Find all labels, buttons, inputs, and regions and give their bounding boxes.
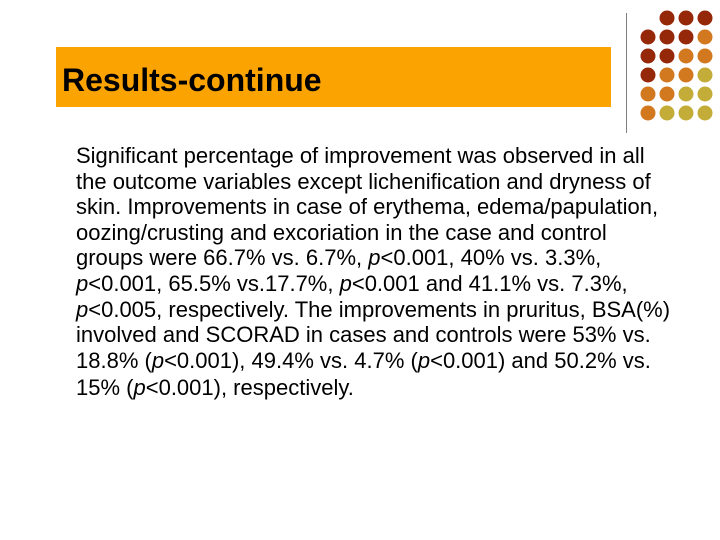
decorative-dot [640, 67, 656, 83]
decorative-dot [697, 67, 713, 83]
body-text-run: <0.001, 40% vs. 3.3%, [380, 245, 602, 271]
divider-line [626, 13, 627, 133]
p-value-symbol: p [76, 296, 89, 322]
decorative-dot-grid [640, 10, 713, 121]
decorative-dot [697, 29, 713, 45]
decorative-dot [678, 48, 694, 64]
p-value-symbol: p [339, 270, 352, 296]
body-text-run: <0.001), respectively. [145, 375, 354, 401]
body-text-run: Significant percentage of improvement wa… [76, 143, 659, 271]
decorative-dot [659, 105, 675, 121]
body-text-run: <0.001, 65.5% vs.17.7%, [88, 270, 340, 296]
decorative-dot [697, 86, 713, 102]
decorative-dot [697, 10, 713, 26]
decorative-dot [659, 48, 675, 64]
decorative-dot [697, 48, 713, 64]
body-paragraph-tail: 15% (p<0.001), respectively. [76, 375, 676, 401]
decorative-dot [659, 86, 675, 102]
decorative-dot [697, 105, 713, 121]
body-text-run: <0.005, respectively. The improvements i… [76, 296, 671, 373]
decorative-dot [678, 86, 694, 102]
p-value-symbol: p [151, 347, 165, 373]
decorative-dot [678, 105, 694, 121]
decorative-dot [659, 29, 675, 45]
slide-title: Results-continue [62, 62, 322, 98]
p-value-symbol: p [368, 245, 381, 271]
decorative-dot [640, 86, 656, 102]
decorative-dot [678, 29, 694, 45]
p-value-symbol: p [417, 347, 431, 373]
decorative-dot [640, 29, 656, 45]
decorative-dot [678, 67, 694, 83]
title-bar [56, 47, 611, 107]
decorative-dot [678, 10, 694, 26]
p-value-symbol: p [76, 270, 89, 296]
body-text-run: <0.001), 49.4% vs. 4.7% ( [164, 347, 418, 373]
p-value-symbol: p [133, 375, 146, 401]
slide-body: Significant percentage of improvement wa… [76, 143, 676, 401]
body-text-run: <0.001 and 41.1% vs. 7.3%, [351, 270, 628, 296]
decorative-dot [640, 105, 656, 121]
decorative-dot [640, 48, 656, 64]
body-text-run: 15% ( [76, 375, 134, 401]
body-text-run: <0.001) and 50.2% vs. [430, 347, 651, 373]
body-paragraph: Significant percentage of improvement wa… [76, 143, 676, 373]
decorative-dot [659, 10, 675, 26]
decorative-dot [659, 67, 675, 83]
